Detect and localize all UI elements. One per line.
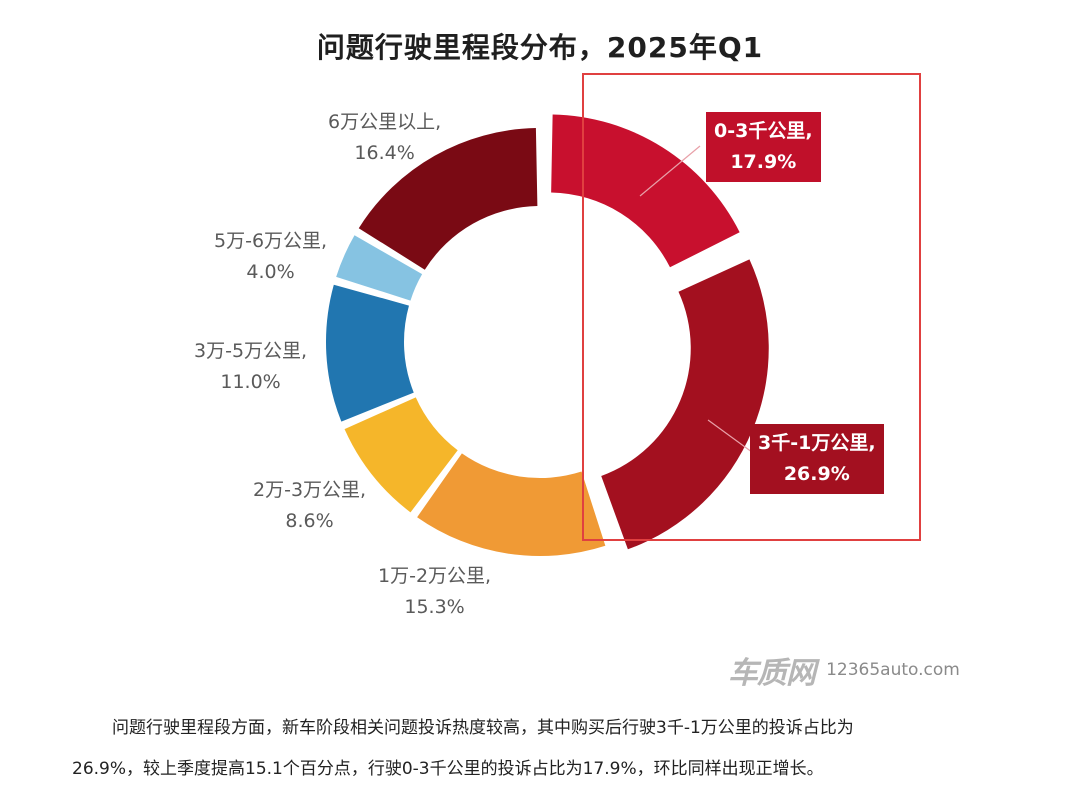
slice-1-label: 3千-1万公里, [758,432,876,454]
slice-2-label: 1万-2万公里, [378,565,492,587]
label-slice-2: 1万-2万公里, 15.3% [378,561,491,623]
label-slice-4: 3万-5万公里, 11.0% [194,336,307,398]
label-slice-6: 6万公里以上, 16.4% [328,107,441,169]
slice-2-value: 15.3% [404,596,465,618]
caption: 问题行驶里程段方面，新车阶段相关问题投诉热度较高，其中购买后行驶3千-1万公里的… [72,708,1012,790]
slice-5-value: 4.0% [246,261,295,283]
label-slice-3: 2万-3万公里, 8.6% [253,475,366,537]
watermark-logo: 车质网 [728,656,816,691]
slice-6-label: 6万公里以上, [328,111,442,133]
label-slice-1: 3千-1万公里, 26.9% [750,424,884,494]
leader-line-1 [707,419,757,456]
slice-5-label: 5万-6万公里, [214,230,328,252]
donut-slice-5 [336,235,423,301]
leader-line-0 [639,145,701,197]
label-slice-0: 0-3千公里, 17.9% [706,112,821,182]
caption-line-1: 问题行驶里程段方面，新车阶段相关问题投诉热度较高，其中购买后行驶3千-1万公里的… [112,718,854,738]
donut-slice-4 [326,284,414,422]
caption-line-2: 26.9%，较上季度提高15.1个百分点，行驶0-3千公里的投诉占比为17.9%… [72,759,824,779]
donut-slice-2 [417,453,606,556]
slice-4-label: 3万-5万公里, [194,340,308,362]
slice-1-value: 26.9% [783,463,850,485]
slice-4-value: 11.0% [220,371,281,393]
label-slice-5: 5万-6万公里, 4.0% [214,226,327,288]
slice-0-value: 17.9% [730,151,797,173]
chart-title: 问题行驶里程段分布，2025年Q1 [316,31,764,64]
watermark-site: 12365auto.com [826,660,960,680]
donut-slice-6 [358,128,538,270]
watermark: 车质网 12365auto.com [728,648,960,692]
highlight-box [582,73,921,541]
donut-slice-3 [344,397,458,513]
slice-0-label: 0-3千公里, [714,120,813,142]
slice-3-value: 8.6% [285,510,334,532]
slice-6-value: 16.4% [354,142,415,164]
donut-slice-1 [601,259,769,550]
slice-3-label: 2万-3万公里, [253,479,367,501]
